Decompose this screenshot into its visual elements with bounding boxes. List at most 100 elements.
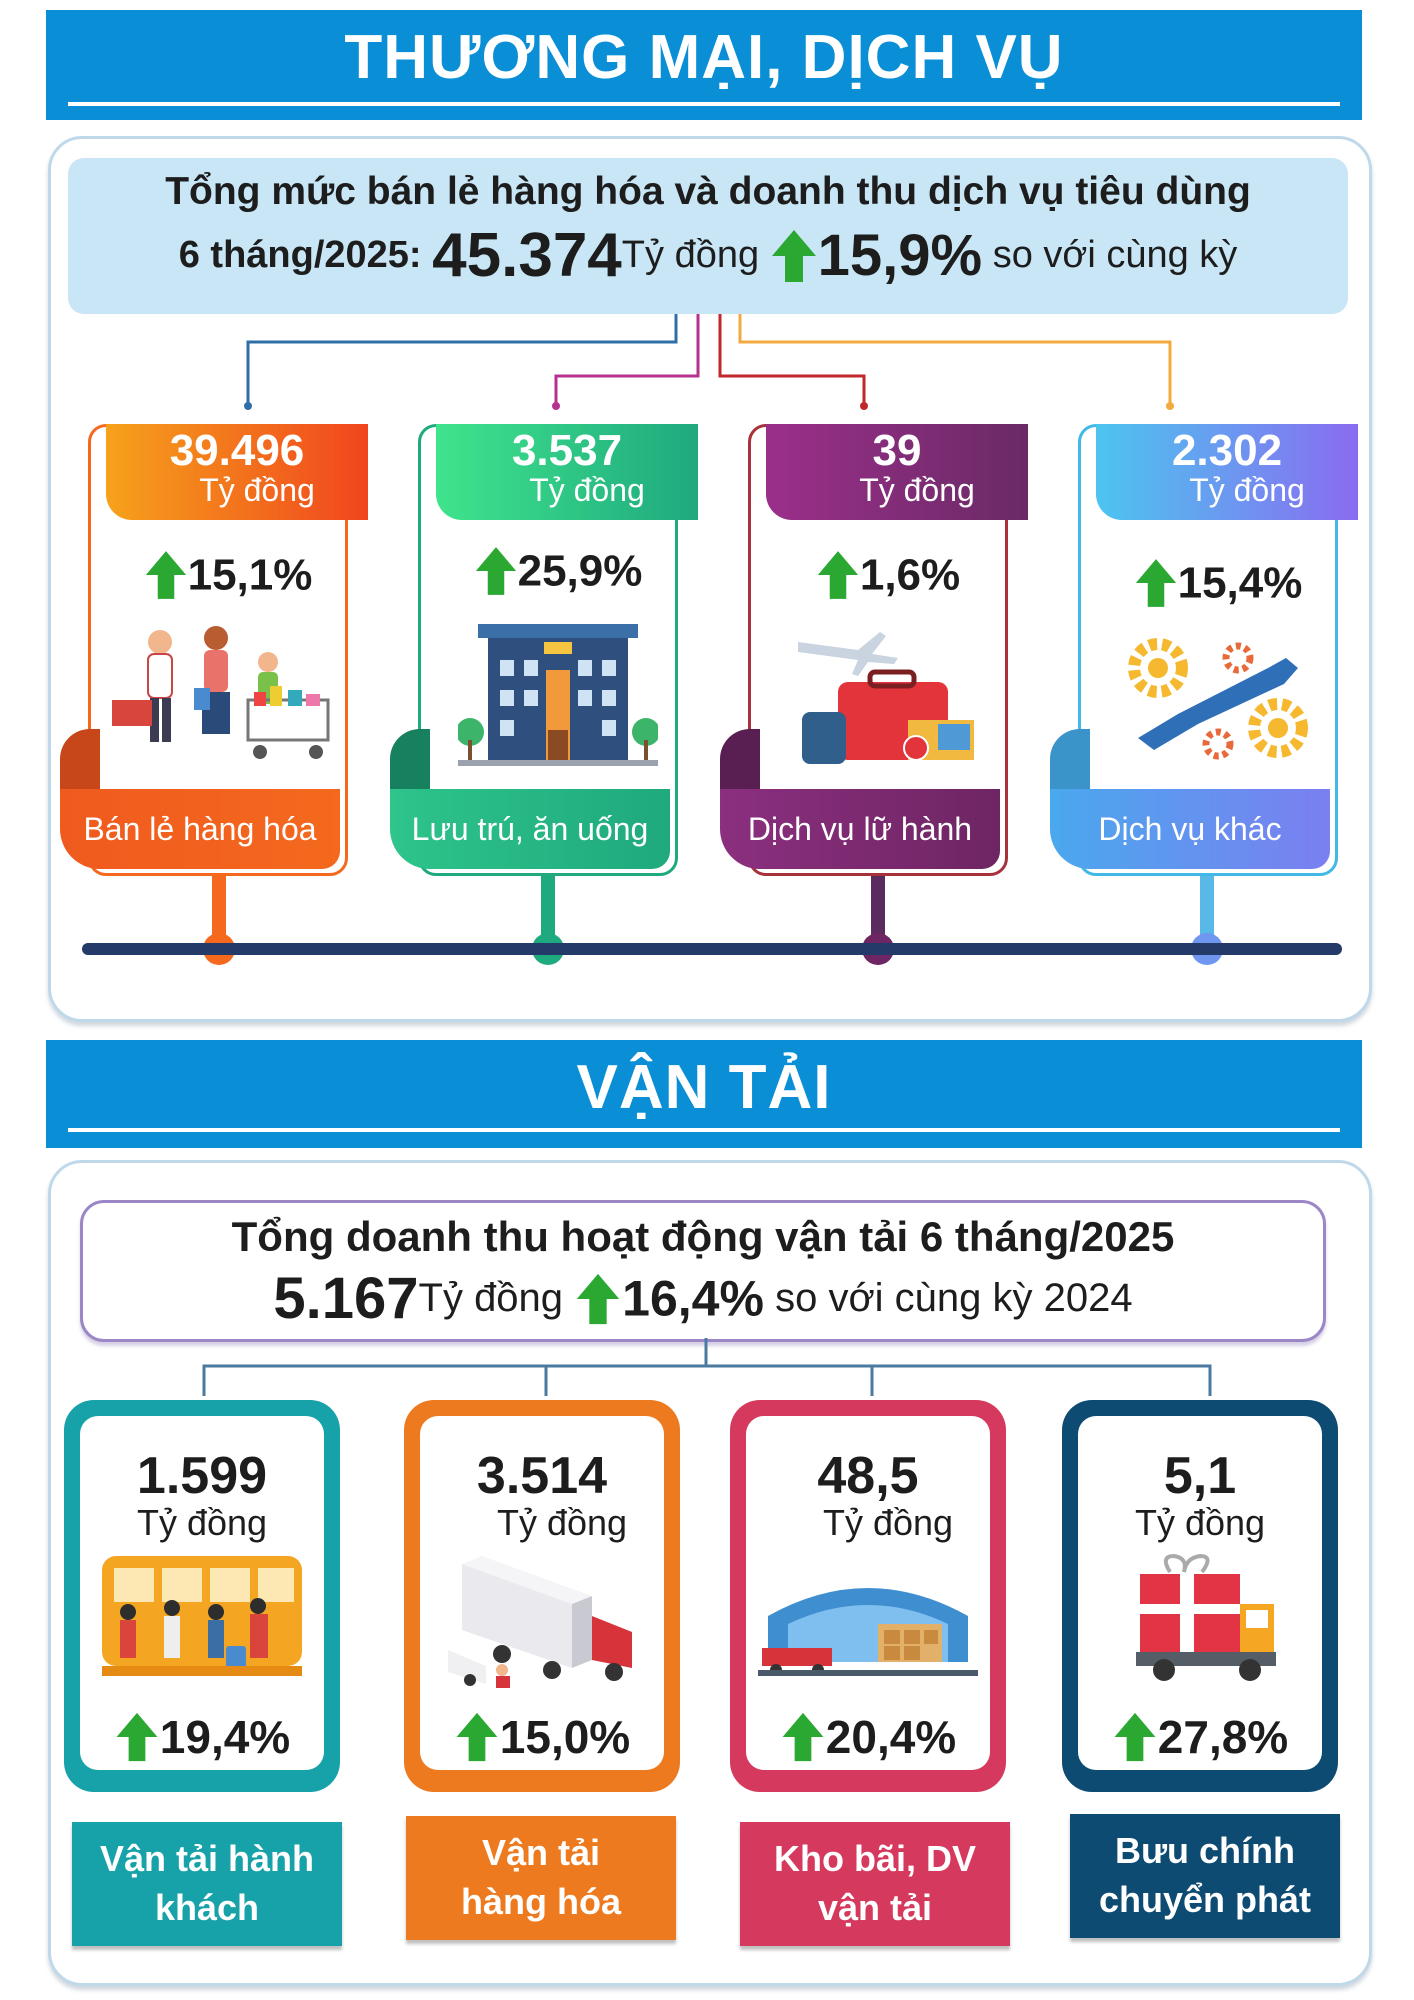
transport-summary-value: 5.167 bbox=[273, 1266, 419, 1331]
transport-banner: VẬN TẢI bbox=[46, 1040, 1362, 1148]
shopping-family-icon bbox=[112, 626, 330, 759]
trade-summary: Tổng mức bán lẻ hàng hóa và doanh thu dị… bbox=[68, 158, 1348, 314]
arrow-up-icon bbox=[145, 551, 186, 600]
accommodation-stem bbox=[541, 876, 555, 940]
arrow-up-icon bbox=[771, 229, 816, 282]
transport-summary-heading: Tổng doanh thu hoạt động vận tải 6 tháng… bbox=[231, 1213, 1175, 1260]
card-inner: 1.599 Tỷ đồng 19,4% bbox=[80, 1416, 324, 1770]
other-services-label: Dịch vụ khác bbox=[1050, 789, 1330, 869]
passenger-growth: 19,4% bbox=[80, 1706, 324, 1764]
transport-summary-unit: Tỷ đồng bbox=[418, 1276, 564, 1320]
card-value-banner: 39.496 Tỷ đồng bbox=[106, 424, 368, 520]
transport-connectors bbox=[202, 1338, 1212, 1396]
transport-summary-growth: 16,4% bbox=[622, 1270, 764, 1327]
postal-label: Bưu chính chuyển phát bbox=[1070, 1814, 1340, 1938]
warehousing-label-text: Kho bãi, DV vận tải bbox=[773, 1838, 976, 1928]
passenger-label-text: Vận tải hành khách bbox=[99, 1838, 315, 1928]
postal-label-text: Bưu chính chuyển phát bbox=[1098, 1830, 1312, 1920]
trade-title: THƯƠNG MẠI, DỊCH VỤ bbox=[344, 23, 1064, 92]
card-value-banner: 39 Tỷ đồng bbox=[766, 424, 1028, 520]
other-services-growth-value: 15,4% bbox=[1177, 558, 1303, 608]
transport-title: VẬN TẢI bbox=[576, 1053, 832, 1122]
trade-summary-suffix: so với cùng kỳ bbox=[992, 234, 1238, 276]
warehousing-growth-value: 20,4% bbox=[825, 1710, 957, 1763]
trade-banner: THƯƠNG MẠI, DỊCH VỤ bbox=[46, 10, 1362, 120]
travel-growth-value: 1,6% bbox=[859, 550, 961, 600]
trade-summary-heading: Tổng mức bán lẻ hàng hóa và doanh thu dị… bbox=[165, 170, 1251, 213]
warehousing-unit: Tỷ đồng bbox=[822, 1502, 954, 1543]
retail-growth-value: 15,1% bbox=[187, 550, 313, 600]
passenger-label: Vận tải hành khách bbox=[72, 1822, 342, 1946]
card-inner: 5,1 Tỷ đồng 27,8% bbox=[1078, 1416, 1322, 1770]
retail-growth: 15,1% bbox=[88, 548, 368, 601]
other-services-stem bbox=[1200, 876, 1214, 940]
accommodation-value: 3.537 bbox=[511, 426, 623, 475]
arrow-up-icon bbox=[576, 1273, 620, 1324]
warehousing-growth: 20,4% bbox=[746, 1706, 990, 1764]
travel-unit: Tỷ đồng bbox=[859, 472, 975, 508]
freight-transport-card: 3.514 Tỷ đồng 15,0% bbox=[404, 1400, 680, 1792]
postal-growth-value: 27,8% bbox=[1157, 1710, 1289, 1763]
freight-growth-value: 15,0% bbox=[499, 1710, 631, 1763]
postal-card: 5,1 Tỷ đồng 27,8% bbox=[1062, 1400, 1338, 1792]
trade-summary-period: 6 tháng/2025: bbox=[178, 234, 422, 276]
postal-unit: Tỷ đồng bbox=[1134, 1502, 1266, 1543]
retail-unit: Tỷ đồng bbox=[199, 472, 315, 508]
passenger-value: 1.599 bbox=[136, 1447, 268, 1505]
retail-value: 39.496 bbox=[169, 426, 305, 475]
banner-underline bbox=[68, 1128, 1340, 1132]
other-services-value: 2.302 bbox=[1171, 426, 1283, 475]
accommodation-growth-value: 25,9% bbox=[517, 546, 643, 596]
travel-stem bbox=[871, 876, 885, 940]
passenger-unit: Tỷ đồng bbox=[136, 1502, 268, 1543]
gears-wrench-icon bbox=[1128, 638, 1308, 760]
travel-value: 39 bbox=[872, 426, 922, 475]
card-inner: 3.514 Tỷ đồng 15,0% bbox=[420, 1416, 664, 1770]
freight-label: Vận tải hàng hóa bbox=[406, 1816, 676, 1940]
trade-summary-growth: 15,9% bbox=[817, 223, 983, 288]
transport-summary: Tổng doanh thu hoạt động vận tải 6 tháng… bbox=[80, 1200, 1326, 1342]
freight-unit: Tỷ đồng bbox=[496, 1502, 628, 1543]
trade-summary-value: 45.374 bbox=[432, 221, 622, 290]
warehouse-icon bbox=[758, 1588, 978, 1676]
arrow-up-icon bbox=[116, 1712, 158, 1761]
card-inner: 48,5 Tỷ đồng 20,4% bbox=[746, 1416, 990, 1770]
travel-label: Dịch vụ lữ hành bbox=[720, 789, 1000, 869]
arrow-up-icon bbox=[456, 1712, 498, 1761]
accommodation-growth: 25,9% bbox=[418, 544, 698, 597]
accommodation-label: Lưu trú, ăn uống bbox=[390, 789, 670, 869]
warehousing-value: 48,5 bbox=[817, 1447, 919, 1505]
bus-passengers-icon bbox=[102, 1556, 302, 1676]
postal-growth: 27,8% bbox=[1078, 1706, 1322, 1764]
delivery-gift-truck-icon bbox=[1136, 1553, 1276, 1681]
arrow-up-icon bbox=[817, 551, 859, 600]
travel-growth: 1,6% bbox=[748, 548, 1028, 601]
passenger-transport-card: 1.599 Tỷ đồng 19,4% bbox=[64, 1400, 340, 1792]
arrow-up-icon bbox=[1114, 1712, 1156, 1761]
other-services-unit: Tỷ đồng bbox=[1189, 472, 1305, 508]
retail-stem bbox=[212, 876, 226, 940]
passenger-growth-value: 19,4% bbox=[159, 1710, 291, 1763]
cargo-truck-icon bbox=[448, 1556, 632, 1688]
trade-summary-figures: 6 tháng/2025: 45.374Tỷ đồng 15,9% so với… bbox=[68, 220, 1348, 291]
postal-value: 5,1 bbox=[1163, 1447, 1237, 1505]
retail-label: Bán lẻ hàng hóa bbox=[60, 789, 340, 869]
warehousing-label: Kho bãi, DV vận tải bbox=[740, 1822, 1010, 1946]
card-value-banner: 3.537 Tỷ đồng bbox=[436, 424, 698, 520]
travel-luggage-icon bbox=[798, 632, 974, 764]
warehousing-card: 48,5 Tỷ đồng 20,4% bbox=[730, 1400, 1006, 1792]
hotel-icon bbox=[458, 624, 658, 766]
trade-connectors bbox=[244, 314, 1174, 410]
banner-underline bbox=[68, 102, 1340, 106]
accommodation-unit: Tỷ đồng bbox=[529, 472, 645, 508]
freight-label-text: Vận tải hàng hóa bbox=[461, 1832, 621, 1922]
transport-summary-figures: 5.167Tỷ đồng 16,4% so với cùng kỳ 2024 bbox=[83, 1265, 1323, 1332]
trade-timeline bbox=[82, 943, 1342, 955]
trade-summary-unit: Tỷ đồng bbox=[621, 234, 760, 276]
arrow-up-icon bbox=[475, 547, 516, 596]
arrow-up-icon bbox=[1135, 559, 1176, 608]
card-value-banner: 2.302 Tỷ đồng bbox=[1096, 424, 1358, 520]
arrow-up-icon bbox=[782, 1712, 824, 1761]
transport-summary-suffix: so với cùng kỳ 2024 bbox=[775, 1276, 1133, 1320]
other-services-growth: 15,4% bbox=[1078, 556, 1358, 609]
